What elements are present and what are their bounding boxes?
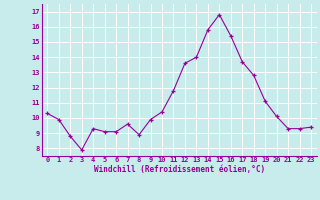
X-axis label: Windchill (Refroidissement éolien,°C): Windchill (Refroidissement éolien,°C) (94, 165, 265, 174)
